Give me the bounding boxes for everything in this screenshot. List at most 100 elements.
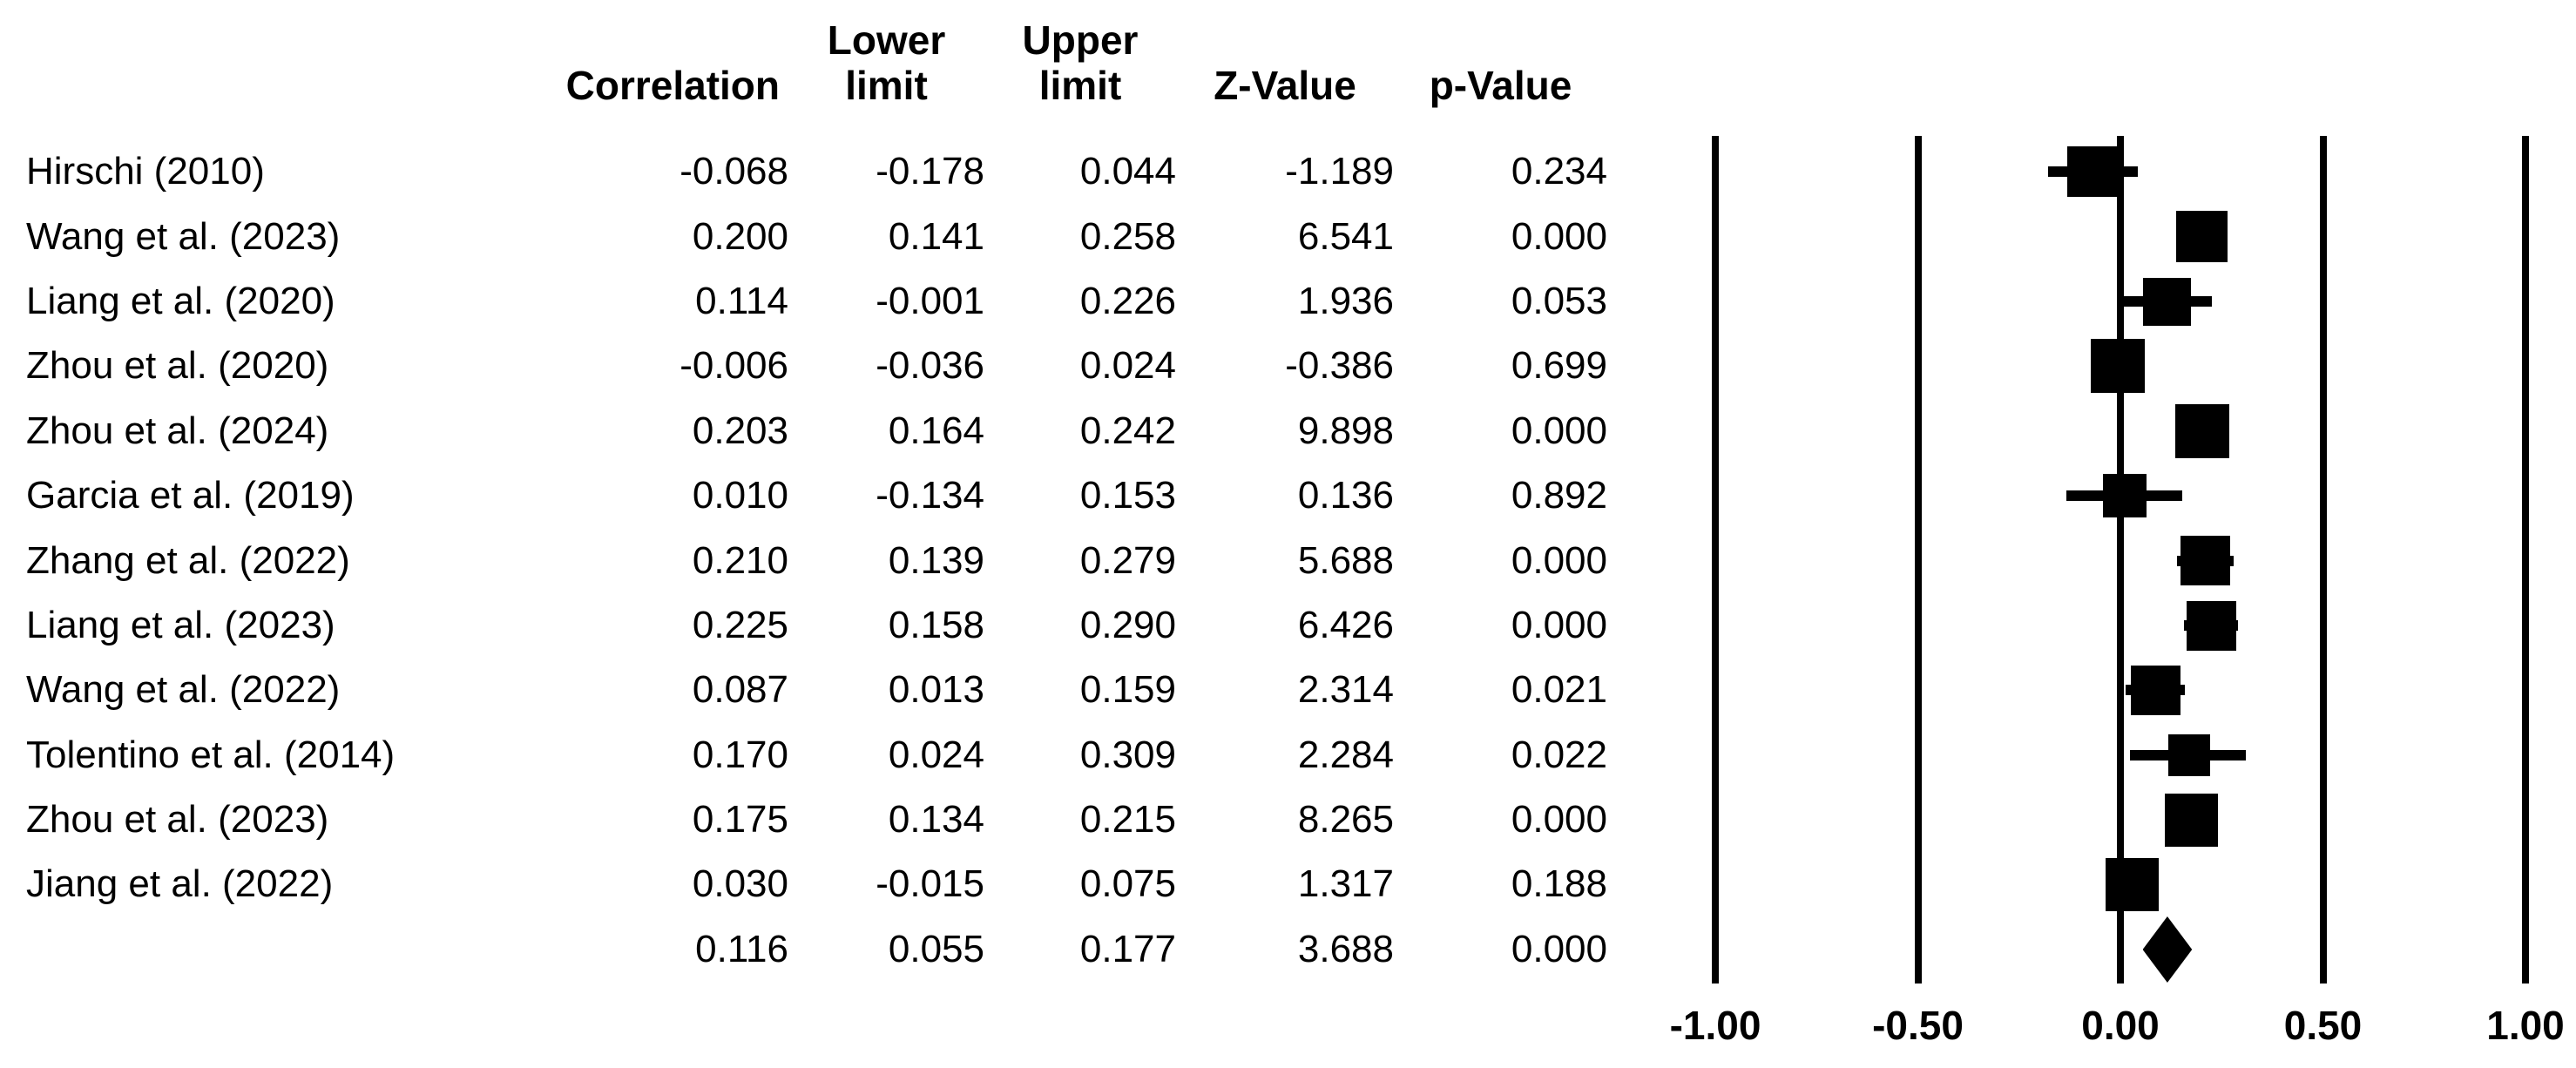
effect-box — [2180, 536, 2231, 586]
effect-box — [2175, 211, 2228, 263]
upper-limit-cell: 0.309 — [1079, 733, 1176, 776]
p-value-cell: 0.053 — [1511, 279, 1607, 322]
p-value-cell: 0.000 — [1511, 798, 1607, 842]
study-name-cell: Liang et al. (2023) — [26, 603, 335, 646]
upper-limit-cell: 0.159 — [1079, 668, 1176, 712]
effect-box — [2102, 474, 2147, 518]
upper-limit-cell: 0.177 — [1079, 927, 1176, 970]
p-value-cell: 0.000 — [1511, 603, 1607, 646]
correlation-cell: 0.200 — [692, 214, 788, 258]
header-correlation: Correlation — [565, 63, 780, 108]
axis-tick-label: -0.50 — [1872, 1003, 1964, 1048]
upper-limit-cell: 0.242 — [1079, 409, 1176, 452]
lower-limit-cell: 0.139 — [888, 538, 984, 582]
study-name-cell: Jiang et al. (2022) — [26, 862, 334, 906]
correlation-cell: 0.030 — [692, 862, 788, 906]
upper-limit-cell: 0.290 — [1079, 603, 1176, 646]
summary-diamond — [2142, 916, 2193, 983]
z-value-cell: 6.541 — [1297, 214, 1394, 258]
study-name-cell: Zhou et al. (2024) — [26, 409, 329, 452]
effect-box — [2106, 858, 2160, 912]
study-name-cell: Hirschi (2010) — [26, 150, 265, 193]
header-upper-limit: Upper limit — [1022, 17, 1139, 108]
p-value-cell: 0.022 — [1511, 733, 1607, 776]
table-rows: Hirschi (2010) -0.068 -0.178 0.044 -1.18… — [26, 139, 1607, 982]
z-value-cell: 6.426 — [1297, 603, 1394, 646]
upper-limit-cell: 0.044 — [1079, 150, 1176, 193]
p-value-cell: 0.000 — [1511, 538, 1607, 582]
lower-limit-cell: 0.158 — [888, 603, 984, 646]
correlation-cell: 0.203 — [692, 409, 788, 452]
effect-box — [2164, 793, 2218, 847]
z-value-cell: -0.386 — [1285, 344, 1394, 388]
correlation-cell: 0.116 — [695, 927, 788, 970]
correlation-cell: 0.225 — [692, 603, 788, 646]
axis-gridline — [2319, 136, 2327, 984]
effect-box — [2168, 733, 2211, 776]
header-p-value: p-Value — [1429, 63, 1572, 108]
z-value-cell: 0.136 — [1297, 474, 1394, 517]
table-row: Zhou et al. (2020) -0.006 -0.036 0.024 -… — [26, 334, 1607, 398]
effect-box — [2067, 146, 2119, 198]
p-value-cell: 0.000 — [1511, 409, 1607, 452]
effect-box — [2091, 339, 2146, 394]
effect-box — [2130, 665, 2180, 715]
effect-box — [2187, 600, 2237, 651]
lower-limit-cell: 0.055 — [888, 927, 984, 970]
header-z-value: Z-Value — [1214, 63, 1356, 108]
correlation-cell: 0.175 — [692, 798, 788, 842]
lower-limit-cell: -0.001 — [876, 279, 984, 322]
axis-tick-label: 0.50 — [2283, 1003, 2363, 1048]
table-row: Garcia et al. (2019) 0.010 -0.134 0.153 … — [26, 463, 1607, 528]
axis-gridline — [1712, 136, 1719, 984]
z-value-cell: 8.265 — [1297, 798, 1394, 842]
table-row: Hirschi (2010) -0.068 -0.178 0.044 -1.18… — [26, 139, 1607, 204]
axis-tick-label: 1.00 — [2486, 1003, 2565, 1048]
correlation-cell: -0.006 — [679, 344, 788, 388]
study-name-cell: Liang et al. (2020) — [26, 279, 335, 322]
correlation-cell: 0.170 — [692, 733, 788, 776]
lower-limit-cell: 0.141 — [888, 214, 984, 258]
lower-limit-cell: -0.036 — [876, 344, 984, 388]
p-value-cell: 0.234 — [1511, 150, 1607, 193]
upper-limit-cell: 0.075 — [1079, 862, 1176, 906]
p-value-cell: 0.188 — [1511, 862, 1607, 906]
axis-gridline — [2117, 136, 2124, 984]
upper-limit-cell: 0.226 — [1079, 279, 1176, 322]
p-value-cell: 0.699 — [1511, 344, 1607, 388]
p-value-cell: 0.021 — [1511, 668, 1607, 712]
table-row: Tolentino et al. (2014) 0.170 0.024 0.30… — [26, 723, 1607, 787]
table-row: Zhou et al. (2024) 0.203 0.164 0.242 9.8… — [26, 399, 1607, 463]
upper-limit-cell: 0.153 — [1079, 474, 1176, 517]
study-name-cell: Tolentino et al. (2014) — [26, 733, 396, 776]
lower-limit-cell: -0.015 — [876, 862, 984, 906]
p-value-cell: 0.892 — [1511, 474, 1607, 517]
study-name-cell: Zhou et al. (2020) — [26, 344, 329, 388]
correlation-cell: 0.114 — [695, 279, 788, 322]
upper-limit-cell: 0.279 — [1079, 538, 1176, 582]
table-row: Wang et al. (2023) 0.200 0.141 0.258 6.5… — [26, 204, 1607, 268]
lower-limit-cell: 0.013 — [888, 668, 984, 712]
study-name-cell: Wang et al. (2023) — [26, 214, 341, 258]
p-value-cell: 0.000 — [1511, 927, 1607, 970]
z-value-cell: -1.189 — [1285, 150, 1394, 193]
table-row: Zhang et al. (2022) 0.210 0.139 0.279 5.… — [26, 528, 1607, 592]
lower-limit-cell: -0.178 — [876, 150, 984, 193]
axis-gridline — [2522, 136, 2529, 984]
p-value-cell: 0.000 — [1511, 214, 1607, 258]
correlation-cell: 0.087 — [692, 668, 788, 712]
study-name-cell: Zhang et al. (2022) — [26, 538, 350, 582]
axis-tick-label: -1.00 — [1669, 1003, 1761, 1048]
upper-limit-cell: 0.024 — [1079, 344, 1176, 388]
table-row: 0.116 0.055 0.177 3.688 0.000 — [26, 917, 1607, 982]
study-name-cell: Wang et al. (2022) — [26, 668, 341, 712]
z-value-cell: 9.898 — [1297, 409, 1394, 452]
correlation-cell: -0.068 — [679, 150, 788, 193]
upper-limit-cell: 0.215 — [1079, 798, 1176, 842]
z-value-cell: 2.314 — [1297, 668, 1394, 712]
z-value-cell: 3.688 — [1297, 927, 1394, 970]
table-row: Jiang et al. (2022) 0.030 -0.015 0.075 1… — [26, 852, 1607, 916]
lower-limit-cell: 0.024 — [888, 733, 984, 776]
study-name-cell: Garcia et al. (2019) — [26, 474, 355, 517]
effect-box — [2175, 403, 2230, 458]
